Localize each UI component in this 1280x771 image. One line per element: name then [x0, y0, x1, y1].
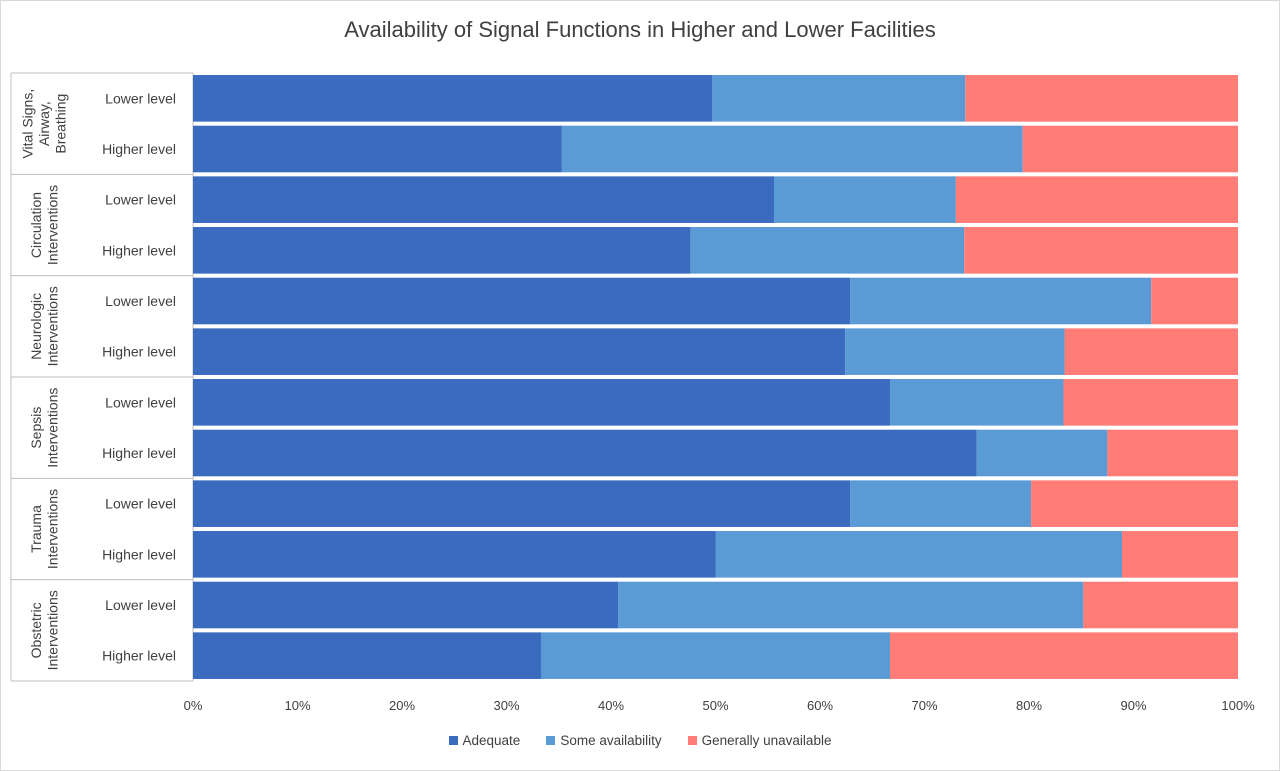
group-label-line: Circulation: [28, 192, 44, 258]
bar-adequate: [193, 176, 775, 223]
group-label-line: Airway,: [36, 101, 52, 146]
category-label: Higher level: [102, 242, 176, 258]
bar-adequate: [193, 379, 891, 426]
bar-generally-unavailable: [964, 227, 1238, 274]
bar-generally-unavailable: [1031, 480, 1238, 527]
category-label: Lower level: [105, 293, 176, 309]
bar-generally-unavailable: [955, 176, 1238, 223]
bar-generally-unavailable: [965, 75, 1238, 122]
legend: Adequate Some availability Generally unava…: [0, 733, 1280, 748]
bar-generally-unavailable: [1022, 125, 1238, 173]
x-tick-label: 10%: [284, 698, 310, 713]
bar-some-availability: [976, 429, 1108, 477]
bar-some-availability: [774, 176, 956, 223]
bar-some-availability: [850, 277, 1152, 325]
bar-adequate: [193, 125, 562, 173]
group-label-line: Interventions: [44, 590, 60, 670]
category-label: Higher level: [102, 546, 176, 562]
group-label-line: Sepsis: [28, 407, 44, 449]
bar-some-availability: [845, 328, 1065, 375]
x-tick-label: 40%: [598, 698, 624, 713]
bar-adequate: [193, 632, 541, 679]
bar-adequate: [193, 277, 851, 325]
bar-adequate: [193, 581, 619, 629]
x-tick-label: 30%: [493, 698, 519, 713]
x-tick-label: 50%: [702, 698, 728, 713]
bar-some-availability: [890, 379, 1064, 426]
x-tick-label: 20%: [389, 698, 415, 713]
group-label-line: Interventions: [44, 388, 60, 468]
category-label: Higher level: [102, 648, 176, 664]
bar-generally-unavailable: [1063, 379, 1238, 426]
x-tick-label: 70%: [911, 698, 937, 713]
group-label-line: Obstetric: [28, 602, 44, 658]
group-label-line: Interventions: [44, 489, 60, 569]
bar-some-availability: [618, 581, 1084, 629]
bar-generally-unavailable: [1122, 531, 1238, 578]
bar-adequate: [193, 227, 691, 274]
x-tick-label: 60%: [807, 698, 833, 713]
bar-some-availability: [561, 125, 1023, 173]
legend-item: Generally unavailable: [687, 733, 832, 748]
bar-adequate: [193, 328, 846, 375]
bar-generally-unavailable: [1151, 277, 1238, 325]
bar-generally-unavailable: [1064, 328, 1238, 375]
legend-label: Adequate: [462, 733, 521, 748]
legend-swatch: [448, 736, 458, 745]
group-label: Vital Signs,Airway,Breathing: [20, 89, 69, 159]
group-label-line: Breathing: [53, 94, 69, 154]
category-label: Lower level: [105, 192, 176, 208]
legend-label: Generally unavailable: [701, 733, 832, 748]
bar-adequate: [193, 531, 716, 578]
legend-swatch: [546, 736, 556, 745]
legend-item: Adequate: [448, 733, 521, 748]
category-label: Higher level: [102, 445, 176, 461]
category-label: Lower level: [105, 90, 176, 106]
category-label: Lower level: [105, 597, 176, 613]
group-label-line: Trauma: [28, 505, 44, 553]
bar-generally-unavailable: [1107, 429, 1238, 477]
category-label: Lower level: [105, 394, 176, 410]
x-tick-label: 100%: [1221, 698, 1255, 713]
group-label-line: Neurologic: [28, 293, 44, 360]
category-label: Higher level: [102, 141, 176, 157]
bar-adequate: [193, 480, 851, 527]
bar-some-availability: [540, 632, 891, 679]
bar-some-availability: [690, 227, 965, 274]
legend-swatch: [687, 736, 697, 745]
bar-generally-unavailable: [890, 632, 1238, 679]
x-tick-label: 90%: [1120, 698, 1146, 713]
bar-generally-unavailable: [1083, 581, 1238, 629]
group-label: CirculationInterventions: [28, 185, 61, 265]
bar-adequate: [193, 429, 977, 477]
group-label: ObstetricInterventions: [28, 590, 61, 670]
group-label: TraumaInterventions: [28, 489, 61, 569]
bar-some-availability: [712, 75, 966, 122]
group-label: NeurologicInterventions: [28, 286, 61, 366]
category-label: Higher level: [102, 344, 176, 360]
group-label-line: Interventions: [44, 286, 60, 366]
group-label-line: Interventions: [44, 185, 60, 265]
x-tick-label: 80%: [1016, 698, 1042, 713]
bar-adequate: [193, 75, 713, 122]
category-label: Lower level: [105, 496, 176, 512]
bar-some-availability: [850, 480, 1032, 527]
group-label-line: Vital Signs,: [20, 89, 36, 159]
legend-item: Some availability: [546, 733, 662, 748]
x-tick-label: 0%: [184, 698, 203, 713]
chart-title: Availability of Signal Functions in High…: [344, 17, 936, 42]
group-label: SepsisInterventions: [28, 388, 61, 468]
legend-label: Some availability: [560, 733, 662, 748]
bar-some-availability: [715, 531, 1123, 578]
